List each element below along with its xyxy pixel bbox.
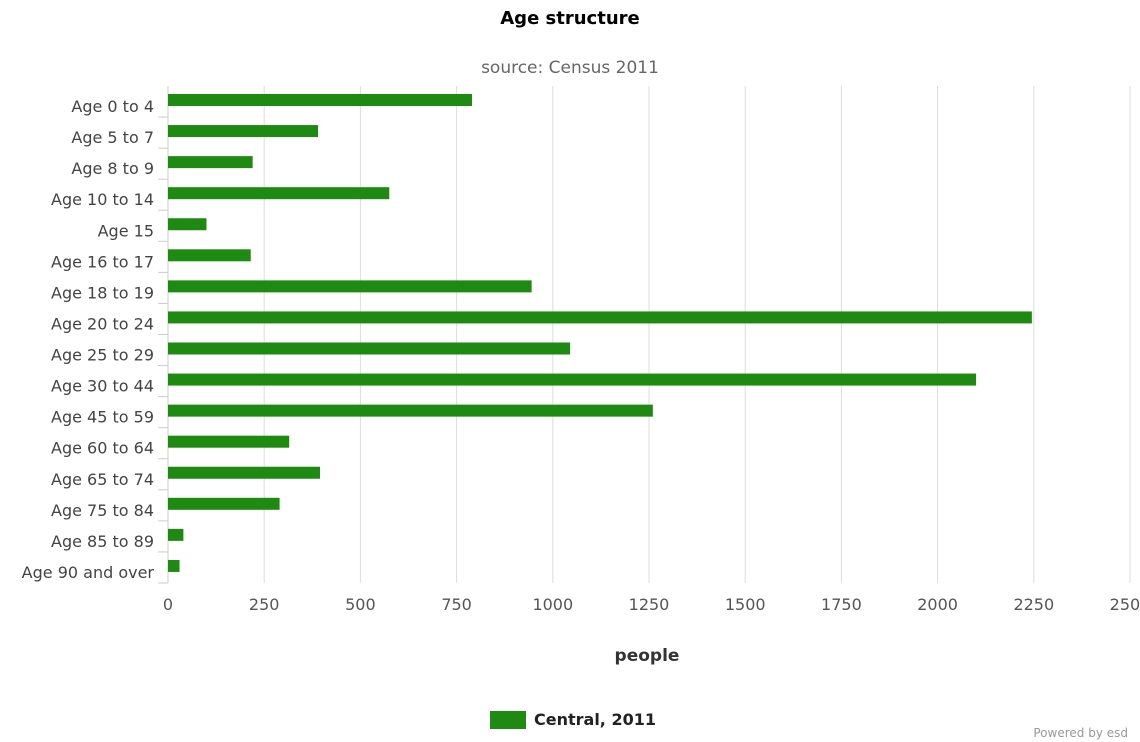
bar [168,125,319,138]
bar [168,280,532,293]
x-tick-label: 250 [249,595,280,614]
x-tick-label: 2500 [1110,595,1140,614]
category-label: Age 0 to 4 [71,97,154,116]
bar [168,559,180,572]
x-tick-label: 2000 [917,595,958,614]
legend-swatch [490,710,526,729]
category-label: Age 65 to 74 [51,470,154,489]
bar [168,311,1032,324]
category-label: Age 90 and over [22,563,155,582]
bar [168,497,280,510]
legend[interactable]: Central, 2011 [490,710,656,729]
x-tick-label: 0 [163,595,173,614]
bar [168,342,571,355]
category-label: Age 20 to 24 [51,314,154,333]
category-label: Age 60 to 64 [51,439,154,458]
category-label: Age 30 to 44 [51,377,154,396]
category-label: Age 45 to 59 [51,408,154,427]
x-axis-title: people [615,646,680,666]
x-tick-label: 1750 [821,595,862,614]
powered-by-credit[interactable]: Powered by esd [1033,726,1128,740]
bar [168,156,253,169]
category-label: Age 5 to 7 [71,128,154,147]
bar [168,187,390,200]
bar [168,94,472,106]
x-tick-label: 750 [441,595,472,614]
x-tick-label: 1250 [629,595,670,614]
bar [168,218,207,231]
x-tick-label: 1000 [532,595,573,614]
x-tick-label: 500 [345,595,376,614]
bar [168,435,290,448]
category-label: Age 10 to 14 [51,190,154,209]
bar [168,404,653,417]
category-label: Age 25 to 29 [51,346,154,365]
bar [168,249,251,262]
category-label: Age 85 to 89 [51,532,154,551]
chart-title: Age structure [500,8,640,29]
category-label: Age 75 to 84 [51,501,154,520]
bar [168,528,184,541]
category-label: Age 8 to 9 [71,159,154,178]
category-label: Age 15 [98,221,154,240]
bar [168,373,977,386]
legend-label: Central, 2011 [534,710,656,729]
chart-subtitle: source: Census 2011 [481,58,659,78]
category-label: Age 16 to 17 [51,252,154,271]
x-tick-label: 1500 [725,595,766,614]
bar-chart: 0 250 500 750 1000 1250 1500 1750 2000 2250 2500 Ag… [22,86,1140,666]
category-label: Age 18 to 19 [51,283,154,302]
x-tick-label: 2250 [1013,595,1054,614]
bar [168,466,320,479]
